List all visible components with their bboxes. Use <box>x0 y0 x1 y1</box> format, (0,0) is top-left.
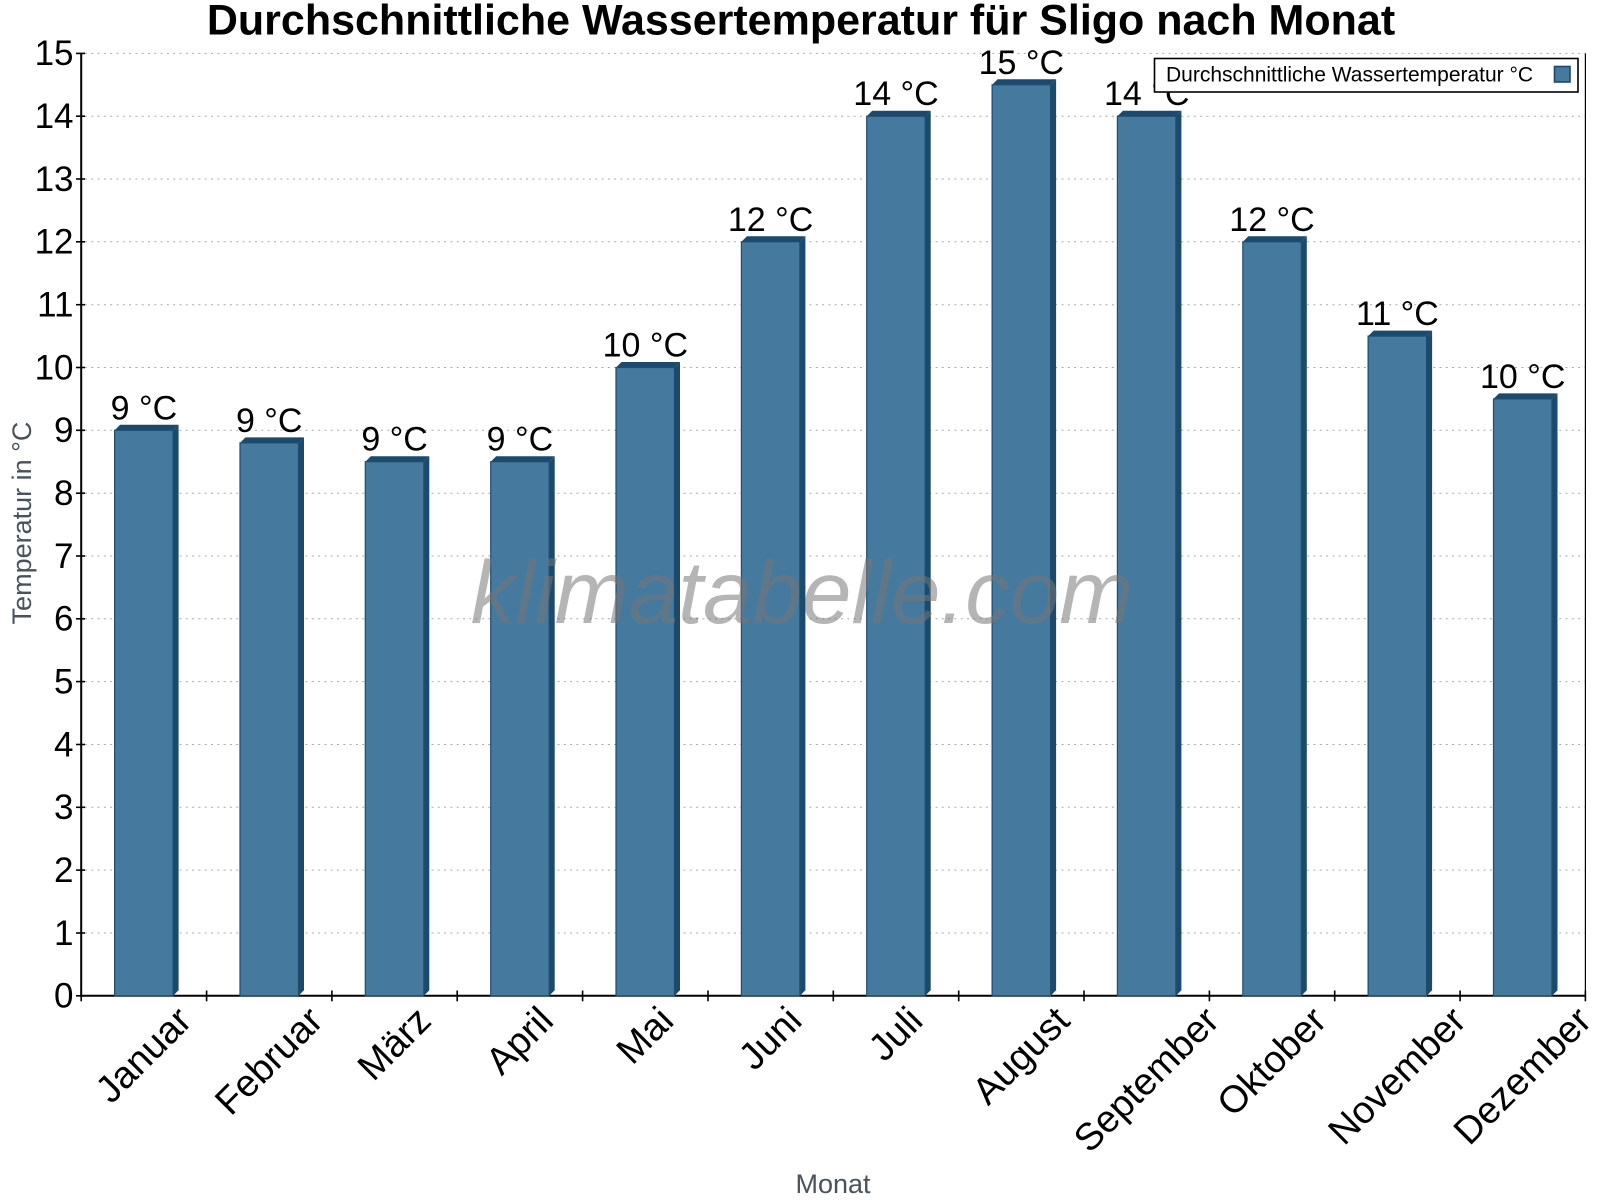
svg-text:9 °C: 9 °C <box>111 389 178 427</box>
svg-text:12 °C: 12 °C <box>1229 201 1314 239</box>
svg-text:Durchschnittliche Wassertemper: Durchschnittliche Wassertemperatur °C <box>1166 64 1533 87</box>
svg-text:10: 10 <box>35 348 74 387</box>
svg-text:12: 12 <box>35 223 74 262</box>
svg-text:9 °C: 9 °C <box>487 421 554 459</box>
svg-text:0: 0 <box>54 977 73 1016</box>
svg-text:Monat: Monat <box>795 1169 871 1199</box>
svg-text:10 °C: 10 °C <box>1480 358 1565 396</box>
svg-text:9 °C: 9 °C <box>361 421 428 459</box>
svg-text:2: 2 <box>54 851 73 890</box>
svg-text:3: 3 <box>54 788 73 827</box>
svg-text:6: 6 <box>54 600 73 639</box>
svg-text:14 °C: 14 °C <box>853 75 938 113</box>
svg-text:Temperatur in °C: Temperatur in °C <box>7 422 37 625</box>
svg-text:9: 9 <box>54 411 73 450</box>
svg-text:10 °C: 10 °C <box>603 327 688 365</box>
svg-text:8: 8 <box>54 474 73 513</box>
svg-text:7: 7 <box>54 537 73 576</box>
svg-text:15 °C: 15 °C <box>979 44 1064 82</box>
svg-text:4: 4 <box>54 725 73 764</box>
svg-text:1: 1 <box>54 914 73 953</box>
svg-text:11: 11 <box>37 286 73 325</box>
svg-text:5: 5 <box>54 662 73 701</box>
svg-text:15: 15 <box>35 34 74 73</box>
svg-text:9 °C: 9 °C <box>236 402 303 440</box>
svg-text:13: 13 <box>35 160 74 199</box>
svg-text:12 °C: 12 °C <box>728 201 813 239</box>
svg-text:klimatabelle.com: klimatabelle.com <box>471 542 1134 642</box>
svg-text:Durchschnittliche Wassertemper: Durchschnittliche Wassertemperatur für S… <box>207 0 1395 44</box>
svg-text:11 °C: 11 °C <box>1356 295 1439 333</box>
svg-text:14: 14 <box>35 97 74 136</box>
